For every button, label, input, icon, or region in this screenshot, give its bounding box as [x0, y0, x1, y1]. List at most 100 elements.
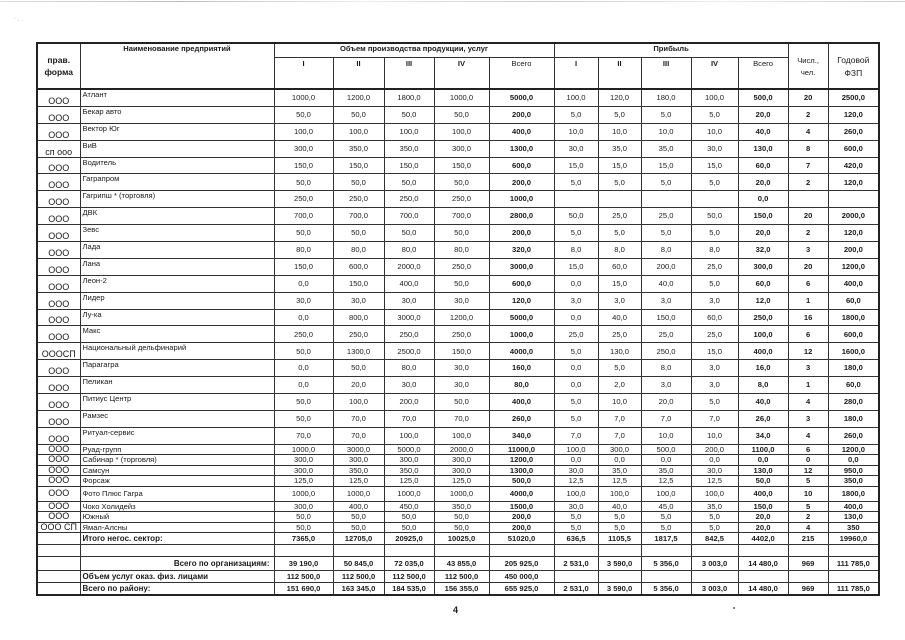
cell-count: 2 — [787, 224, 829, 243]
cell-count: 7 — [787, 156, 829, 175]
cell-form — [36, 570, 81, 584]
cell-name: Южный — [79, 511, 275, 523]
cell-name: Лана — [79, 257, 275, 276]
cell-count: 16 — [787, 308, 829, 327]
table-row: ООО Питиус Центр 50,0 100,0 200,0 50,0 400,0 5,… — [36, 393, 880, 411]
cell-profit-q1: 5,0 — [553, 521, 599, 534]
header-fzp: Годовой ФЗП — [827, 42, 880, 90]
cell-count — [787, 190, 829, 209]
cell-profit-total: 60,0 — [737, 274, 789, 293]
cell-profit-total: 14 480,0 — [737, 582, 789, 596]
cell-profit-q1: 0,0 — [553, 359, 599, 378]
cell-fzp: 180,0 — [827, 409, 880, 428]
cell-profit-q4: 842,5 — [690, 532, 739, 546]
cell-count: 1 — [787, 291, 829, 310]
cell-form: сп ооо — [36, 139, 81, 158]
cell-profit-q4: 3,0 — [690, 359, 739, 378]
cell-profit-q3 — [640, 190, 692, 209]
cell-profit-q2: 7,0 — [597, 426, 642, 445]
cell-prod-q4: 100,0 — [433, 426, 490, 445]
cell-profit-q4: 15,0 — [690, 156, 739, 175]
cell-form: ООО — [36, 291, 81, 310]
table-row: сп ооо ВиВ 300,0 350,0 350,0 300,0 1300,0 30,0 3… — [36, 139, 880, 158]
cell-prod-total: 120,0 — [488, 291, 555, 310]
cell-count: 6 — [787, 274, 829, 293]
cell-count — [787, 544, 829, 558]
cell-profit-total: 14 480,0 — [737, 556, 789, 572]
cell-prod-q3: 72 035,0 — [383, 556, 435, 572]
cell-profit-q4: 200,0 — [690, 443, 739, 456]
cell-prod-q2: 20,0 — [332, 376, 385, 395]
cell-prod-q2: 125,0 — [332, 475, 385, 487]
cell-profit-total — [737, 544, 789, 558]
cell-fzp: 130,0 — [827, 511, 880, 523]
cell-fzp: 60,0 — [827, 291, 880, 310]
cell-count: 215 — [787, 532, 829, 546]
cell-form: ООО — [36, 464, 81, 477]
cell-prod-q3: 350,0 — [383, 139, 435, 158]
cell-form: ООО — [36, 426, 81, 445]
cell-profit-total: 40,0 — [737, 393, 789, 411]
cell-name: Форсаж — [79, 475, 275, 487]
cell-form: ООО — [36, 475, 81, 487]
cell-fzp: 600,0 — [827, 139, 880, 158]
cell-profit-q1: 5,0 — [553, 409, 599, 428]
cell-prod-total: 51020,0 — [488, 532, 555, 546]
cell-prod-q2: 150,0 — [332, 156, 385, 175]
cell-profit-q3: 12,5 — [640, 475, 692, 487]
cell-prod-q1: 300,0 — [273, 454, 334, 466]
cell-prod-q3: 80,0 — [383, 241, 435, 259]
cell-count: 2 — [787, 105, 829, 124]
cell-prod-q4: 150,0 — [433, 156, 490, 175]
cell-fzp: 111 785,0 — [827, 582, 880, 596]
cell-prod-total: 1000,0 — [488, 190, 555, 209]
cell-profit-q2: 5,0 — [597, 511, 642, 523]
cell-prod-q2: 112 500,0 — [332, 570, 385, 584]
cell-name: Итого негос. сектор: — [79, 532, 275, 546]
cell-profit-q2: 25,0 — [597, 325, 642, 344]
cell-profit-q1: 2 531,0 — [553, 582, 599, 596]
cell-prod-total: 450 000,0 — [488, 570, 555, 584]
cell-prod-q1: 0,0 — [273, 376, 334, 395]
summary-row — [36, 544, 880, 558]
cell-prod-total: 1300,0 — [488, 464, 555, 477]
cell-form: ООО — [36, 274, 81, 293]
cell-prod-q4: 80,0 — [433, 241, 490, 259]
table-row: ООО Гагрипш * (торговля) 250,0 250,0 250,0 25… — [36, 190, 880, 209]
cell-prod-q1: 150,0 — [273, 257, 334, 276]
cell-profit-q2: 5,0 — [597, 173, 642, 192]
cell-fzp: 400,0 — [827, 500, 880, 513]
cell-prod-q3: 1800,0 — [383, 88, 435, 107]
cell-prod-total: 5000,0 — [488, 88, 555, 107]
cell-form: ООО — [36, 190, 81, 209]
cell-profit-q4: 5,0 — [690, 511, 739, 523]
table-row: ООО Южный 50,0 50,0 50,0 50,0 200,0 5,0 5,0 5,0 5,… — [36, 511, 880, 523]
cell-fzp: 2000,0 — [827, 207, 880, 226]
cell-profit-q4: 50,0 — [690, 207, 739, 226]
cell-prod-q1: 1000,0 — [273, 88, 334, 107]
summary-row: Всего по району: 151 690,0 163 345,0 184 53… — [36, 582, 880, 596]
cell-profit-q4: 5,0 — [690, 521, 739, 534]
cell-profit-q3: 35,0 — [640, 464, 692, 477]
cell-prod-q2: 50,0 — [332, 511, 385, 523]
header-profit-q3: III — [640, 57, 692, 90]
table-row: ООО Форсаж 125,0 125,0 125,0 125,0 500,0 12,5 12… — [36, 475, 880, 487]
cell-form: ООО — [36, 485, 81, 502]
cell-prod-q4: 43 855,0 — [433, 556, 490, 572]
cell-prod-q2: 350,0 — [332, 139, 385, 158]
cell-count: 10 — [787, 485, 829, 502]
cell-profit-q1: 0,0 — [553, 454, 599, 466]
cell-prod-q3: 3000,0 — [383, 308, 435, 327]
cell-prod-q4: 50,0 — [433, 393, 490, 411]
cell-prod-total: 200,0 — [488, 511, 555, 523]
table-row: ООО Макс 250,0 250,0 250,0 250,0 1000,0 25,0 25,… — [36, 325, 880, 344]
cell-prod-q2: 70,0 — [332, 426, 385, 445]
cell-profit-q3: 40,0 — [640, 274, 692, 293]
cell-profit-total: 60,0 — [737, 156, 789, 175]
cell-form: ООО — [36, 393, 81, 411]
cell-count: 4 — [787, 393, 829, 411]
cell-profit-total: 150,0 — [737, 207, 789, 226]
cell-prod-q1: 150,0 — [273, 156, 334, 175]
cell-profit-q2: 1105,5 — [597, 532, 642, 546]
cell-prod-total: 80,0 — [488, 376, 555, 395]
